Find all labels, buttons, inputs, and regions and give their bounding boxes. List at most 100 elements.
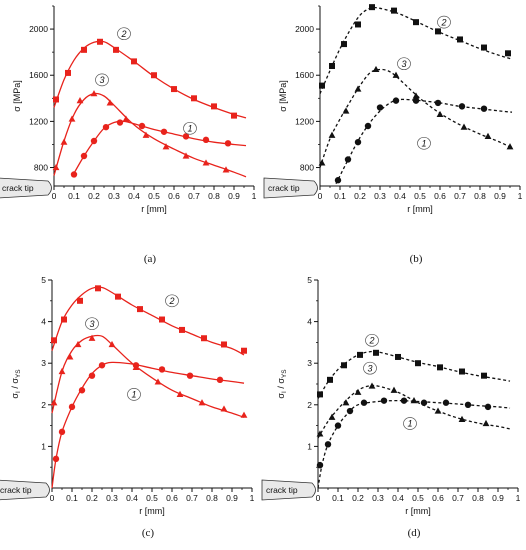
data-point-circle [132, 362, 140, 369]
x-axis-title: r [mm] [139, 506, 165, 516]
data-point-square [77, 297, 83, 304]
data-point-square [413, 19, 419, 26]
series-line [335, 98, 513, 184]
x-tick-label: 0.2 [352, 493, 364, 503]
y-axis-title-subscript: I [15, 391, 22, 393]
data-point-triangle [434, 407, 442, 414]
crack-tip-label: crack tip [0, 485, 32, 495]
curve-label-number: 2 [440, 17, 446, 27]
data-point-square [505, 50, 511, 57]
y-axis-title: σI / σYS [10, 369, 22, 399]
data-point-triangle [316, 430, 324, 437]
data-point-circle [316, 461, 324, 469]
data-point-circle [412, 97, 420, 104]
y-axis-title-symbol: σ [10, 393, 20, 399]
y-axis-title: σ [MPa] [278, 80, 288, 112]
data-point-square [53, 96, 59, 103]
curve-label-circle [363, 361, 377, 375]
curve-label-number: 1 [407, 419, 412, 429]
data-point-circle [186, 372, 194, 379]
data-point-triangle [198, 399, 206, 406]
curve-label-number: 2 [368, 336, 374, 346]
data-point-triangle [68, 115, 76, 122]
crack-tip-wedge [263, 177, 318, 199]
data-point-triangle [220, 405, 228, 412]
curve-label-number: 3 [367, 363, 372, 373]
x-tick-label: 0.4 [126, 493, 138, 503]
data-point-triangle [436, 110, 444, 118]
crack-tip-marker: crack tip [263, 177, 318, 199]
x-tick-label: 0.2 [88, 191, 100, 201]
series-1: 1 [316, 397, 511, 489]
data-point-circle [58, 428, 66, 436]
x-tick-label: 0.5 [148, 191, 160, 201]
x-tick-label: 0.7 [186, 493, 198, 503]
data-point-circle [90, 137, 98, 145]
panel-caption: (c) [142, 527, 155, 539]
data-point-circle [182, 133, 190, 140]
data-point-circle [216, 376, 224, 384]
data-point-triangle [106, 99, 114, 106]
curve-label-3: 3 [363, 361, 377, 375]
data-point-circle [160, 128, 168, 135]
data-point-circle [392, 97, 400, 104]
series-line [319, 6, 513, 94]
data-point-circle [458, 103, 466, 110]
data-point-triangle [390, 386, 398, 393]
series-line [319, 68, 513, 168]
y-tick-label: 5 [307, 275, 312, 285]
y-tick-label: 800 [34, 163, 48, 173]
data-point-circle [98, 362, 106, 369]
x-tick-label: 0 [318, 191, 323, 201]
x-tick-label: 1 [518, 191, 523, 201]
y-tick-label: 1200 [295, 116, 314, 126]
data-point-circle [484, 403, 492, 411]
data-point-circle [68, 403, 76, 411]
crack-tip-label: crack tip [268, 183, 300, 193]
series-1: 1 [51, 361, 245, 489]
data-point-square [115, 293, 121, 300]
curve-label-1: 1 [183, 121, 197, 135]
data-point-triangle [58, 367, 66, 375]
x-tick-label: 0 [316, 493, 321, 503]
y-axis-title-separator: / σ [276, 378, 286, 392]
data-point-triangle [342, 399, 350, 406]
x-tick-label: 0.6 [434, 191, 446, 201]
data-point-square [191, 95, 197, 102]
curve-label-number: 1 [421, 139, 426, 149]
x-tick-label: 0 [52, 191, 57, 201]
x-tick-label: 0.6 [168, 191, 180, 201]
series-2: 2 [317, 333, 511, 399]
x-tick-label: 0.7 [454, 191, 466, 201]
y-tick-label: 2 [307, 400, 312, 410]
x-tick-label: 0.8 [474, 191, 486, 201]
curve-label-circle [417, 136, 431, 150]
y-tick-label: 1 [41, 441, 46, 451]
curve-label-circle [127, 388, 141, 401]
series-1: 1 [334, 97, 513, 184]
series-2: 2 [53, 27, 247, 119]
data-point-triangle [90, 90, 98, 97]
data-point-triangle [60, 138, 68, 145]
data-point-circle [420, 399, 428, 406]
x-tick-label: 0.1 [68, 191, 80, 201]
series-3: 3 [318, 57, 514, 168]
data-point-square [373, 349, 379, 356]
data-point-square [241, 347, 247, 354]
data-point-circle [334, 422, 342, 429]
data-point-circle [480, 105, 488, 112]
data-point-triangle [76, 97, 84, 104]
crack-tip-marker: crack tip [0, 177, 52, 199]
x-axis-title: r [mm] [405, 506, 431, 516]
series-line [53, 92, 247, 178]
data-point-triangle [240, 411, 248, 418]
curve-label-number: 3 [401, 59, 406, 69]
crack-tip-wedge [0, 479, 50, 501]
x-tick-label: 1 [516, 493, 521, 503]
curve-label-2: 2 [437, 15, 451, 29]
curve-label-circle [365, 333, 379, 347]
x-tick-label: 0.9 [494, 191, 506, 201]
data-point-square [481, 44, 487, 51]
data-point-square [113, 46, 119, 53]
curve-label-number: 3 [89, 319, 94, 329]
